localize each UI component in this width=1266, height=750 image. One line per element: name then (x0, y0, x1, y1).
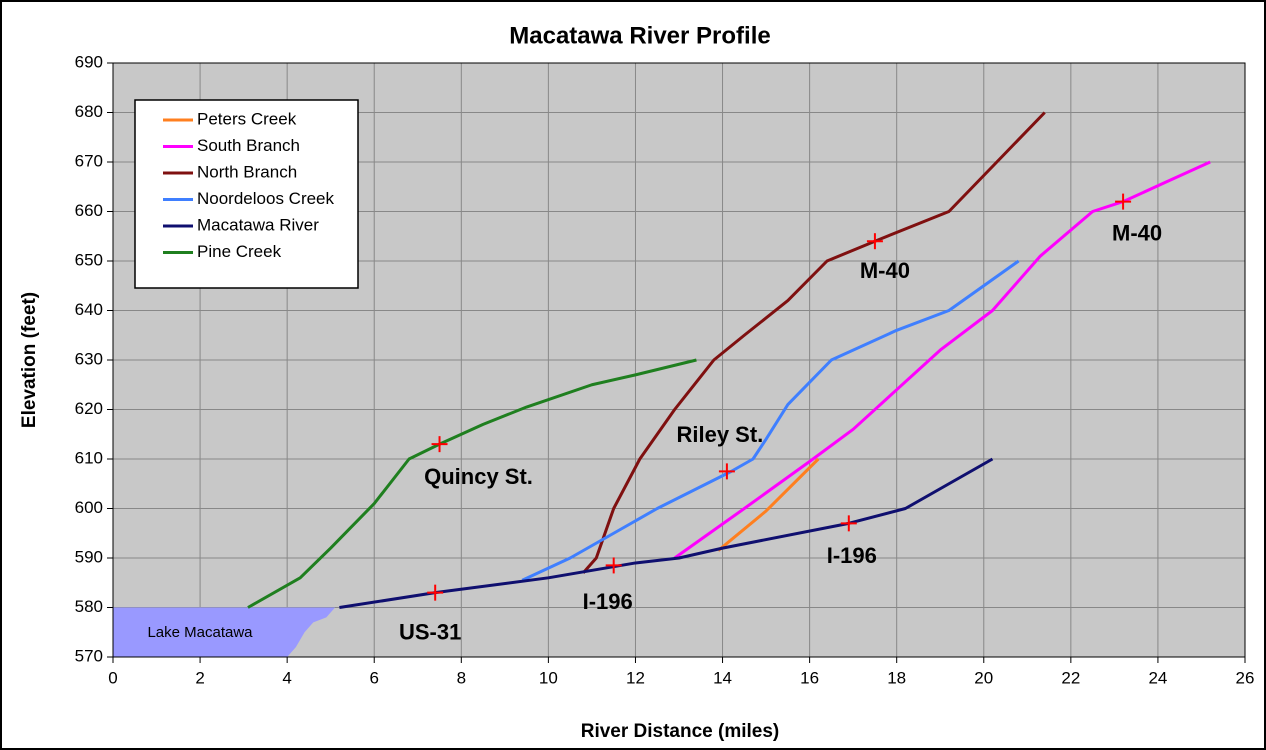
x-tick-label: 20 (974, 668, 993, 687)
lake-label: Lake Macatawa (147, 624, 253, 641)
y-tick-label: 580 (75, 597, 103, 616)
crossing-marker (605, 557, 622, 574)
lake-area (113, 607, 336, 657)
annotation-label: M-40 (860, 258, 910, 283)
x-axis-label: River Distance (miles) (581, 721, 780, 742)
x-tick-label: 8 (457, 668, 466, 687)
y-tick-label: 690 (75, 52, 103, 71)
legend-label: North Branch (197, 162, 297, 181)
x-tick-label: 2 (195, 668, 204, 687)
crossing-marker (431, 436, 448, 453)
y-tick-label: 650 (75, 250, 103, 269)
x-tick-label: 22 (1061, 668, 1080, 687)
annotation-label: I-196 (583, 589, 633, 614)
x-tick-label: 16 (800, 668, 819, 687)
chart-title: Macatawa River Profile (509, 22, 770, 49)
y-axis-label: Elevation (feet) (19, 292, 40, 428)
x-tick-label: 14 (713, 668, 732, 687)
x-tick-label: 12 (626, 668, 645, 687)
y-tick-label: 640 (75, 300, 103, 319)
x-tick-label: 26 (1236, 668, 1255, 687)
crossing-marker (1115, 193, 1132, 210)
legend-label: South Branch (197, 136, 300, 155)
x-tick-label: 0 (108, 668, 117, 687)
y-tick-label: 620 (75, 399, 103, 418)
plot-border (112, 62, 1246, 658)
y-tick-label: 610 (75, 448, 103, 467)
annotation-label: M-40 (1112, 220, 1162, 245)
legend-label: Noordeloos Creek (197, 189, 335, 208)
x-tick-label: 6 (369, 668, 378, 687)
annotation-label: US-31 (399, 619, 461, 644)
series-line (673, 160, 1211, 560)
annotation-label: Quincy St. (424, 464, 533, 489)
crossing-marker (718, 463, 735, 480)
series-line (521, 259, 1020, 582)
y-tick-label: 570 (75, 646, 103, 665)
crossing-marker (427, 584, 444, 601)
series-line (717, 457, 820, 552)
legend-label: Macatawa River (197, 215, 319, 234)
crossing-marker (866, 233, 883, 250)
x-tick-label: 24 (1148, 668, 1167, 687)
y-tick-label: 590 (75, 547, 103, 566)
x-tick-label: 4 (282, 668, 291, 687)
series-line (582, 111, 1046, 574)
y-tick-label: 660 (75, 201, 103, 220)
y-tick-label: 600 (75, 498, 103, 517)
x-tick-label: 18 (887, 668, 906, 687)
x-tick-label: 10 (539, 668, 558, 687)
series-line (339, 457, 994, 609)
legend-label: Pine Creek (197, 242, 282, 261)
crossing-marker (840, 515, 857, 532)
y-tick-label: 630 (75, 349, 103, 368)
annotation-label: Riley St. (676, 422, 763, 447)
legend-label: Peters Creek (197, 109, 297, 128)
y-tick-label: 680 (75, 102, 103, 121)
y-tick-label: 670 (75, 151, 103, 170)
annotation-label: I-196 (827, 543, 877, 568)
legend-box (134, 99, 359, 289)
